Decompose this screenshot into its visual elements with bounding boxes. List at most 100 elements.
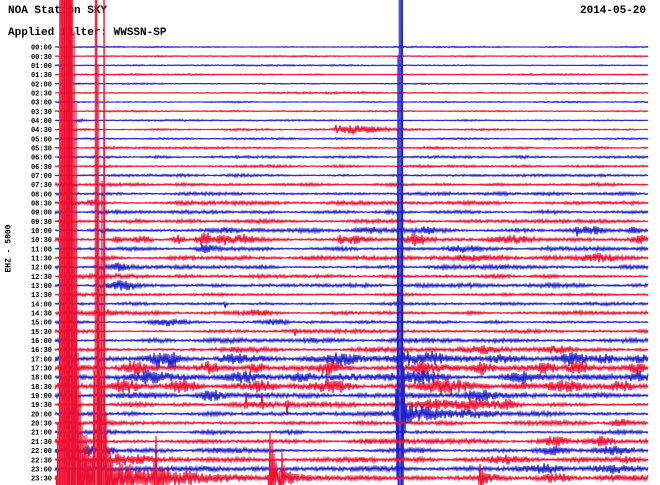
seismo-trace-row [54,163,649,169]
seismo-trace-row [54,0,649,485]
row-time-label: 08:00 [31,191,52,199]
row-time-label: 08:30 [31,201,52,209]
seismo-trace-row [54,317,649,327]
seismo-trace-row [54,100,649,104]
row-time-label: 14:00 [31,301,52,309]
seismo-trace-row [54,90,649,96]
row-time-label: 15:30 [31,329,52,337]
row-time-label: 01:00 [31,63,52,71]
row-time-label: 18:30 [31,384,52,392]
seismo-trace-row [54,262,649,272]
row-time-label: 07:00 [31,173,52,181]
row-time-label: 04:30 [31,127,52,135]
station-title: NOA Station SKY [8,5,108,17]
seismo-trace-row [54,253,649,263]
row-time-label: 10:30 [31,237,52,245]
seismo-trace-row [54,208,649,217]
seismo-trace-row [54,82,649,86]
row-time-label: 13:30 [31,292,52,300]
seismo-trace-row [54,327,649,336]
seismo-trace-row [54,335,649,345]
seismo-trace-row [54,63,649,67]
row-time-label: 18:00 [31,375,52,383]
row-time-label: 05:00 [31,136,52,144]
seismo-trace-row [54,217,649,226]
row-time-label: 21:00 [31,430,52,438]
seismo-trace-row [54,226,649,237]
seismo-trace-row [54,453,649,466]
seismo-trace-row [54,389,649,402]
row-time-label: 22:00 [31,448,52,456]
row-time-label: 10:00 [31,228,52,236]
row-time-label: 11:30 [31,256,52,264]
row-time-label: 06:30 [31,164,52,172]
row-time-label: 21:30 [31,439,52,447]
row-time-label: 02:30 [31,90,52,98]
seismo-trace-row [54,172,649,179]
seismo-trace-row [54,124,649,135]
seismo-trace-row [54,291,649,298]
seismo-trace-row [54,300,649,309]
row-time-label: 00:30 [31,54,52,62]
seismo-trace-row [54,145,649,151]
row-time-label: 16:00 [31,338,52,346]
seismo-trace-row [54,232,649,246]
row-time-label: 01:30 [31,72,52,80]
row-time-label: 20:00 [31,411,52,419]
row-time-label: 19:00 [31,393,52,401]
row-time-label: 23:30 [31,476,52,484]
seismo-trace-row [54,109,649,113]
applied-filter-label: Applied filter: WWSSN-SP [8,27,167,39]
row-time-label: 03:00 [31,100,52,108]
row-time-label: 15:00 [31,320,52,328]
seismo-trace-row [54,198,649,207]
row-time-label: 12:30 [31,274,52,282]
row-time-label: 04:00 [31,118,52,126]
seismo-trace-row [54,394,649,416]
seismo-trace-row [54,436,649,447]
row-time-label: 09:00 [31,210,52,218]
channel-scale-label: EHZ - 5000 [4,224,14,273]
seismo-trace-row [54,370,649,385]
row-time-label: 11:00 [31,246,52,254]
date-label: 2014-05-20 [579,5,646,17]
seismo-trace-row [54,463,649,474]
seismo-trace-row [54,308,649,318]
row-time-label: 14:30 [31,311,52,319]
row-time-label: 05:30 [31,146,52,154]
seismo-trace-row [54,351,649,370]
seismo-trace-row [54,181,649,188]
seismo-trace-row [54,190,649,198]
row-time-label: 17:00 [31,356,52,364]
row-time-label: 03:30 [31,109,52,117]
row-time-label: 12:00 [31,265,52,273]
row-time-label: 07:30 [31,182,52,190]
seismo-trace-row [54,360,649,376]
seismo-trace-row [54,272,649,281]
seismo-trace-row [54,280,649,291]
row-time-label: 06:00 [31,155,52,163]
seismo-trace-row [54,117,649,123]
row-time-label: 20:30 [31,421,52,429]
row-time-label: 02:00 [31,81,52,89]
row-time-label: 22:30 [31,457,52,465]
row-time-label: 23:00 [31,466,52,474]
seismo-trace-row [54,377,649,396]
seismo-trace-row [54,154,649,160]
row-time-label: 19:30 [31,402,52,410]
seismo-trace-row [54,244,649,254]
row-time-label: 09:30 [31,219,52,227]
seismo-trace-row [54,445,649,457]
row-time-label: 00:00 [31,45,52,53]
seismo-trace-row [54,54,649,58]
seismo-trace-row [54,345,649,355]
seismo-trace-row [54,136,649,141]
seismo-trace-row [54,45,649,49]
seismo-trace-row [54,72,649,77]
seismo-trace-row [54,418,649,428]
row-time-label: 13:00 [31,283,52,291]
seismo-trace-row [54,0,649,485]
seismo-trace-row [54,427,649,437]
